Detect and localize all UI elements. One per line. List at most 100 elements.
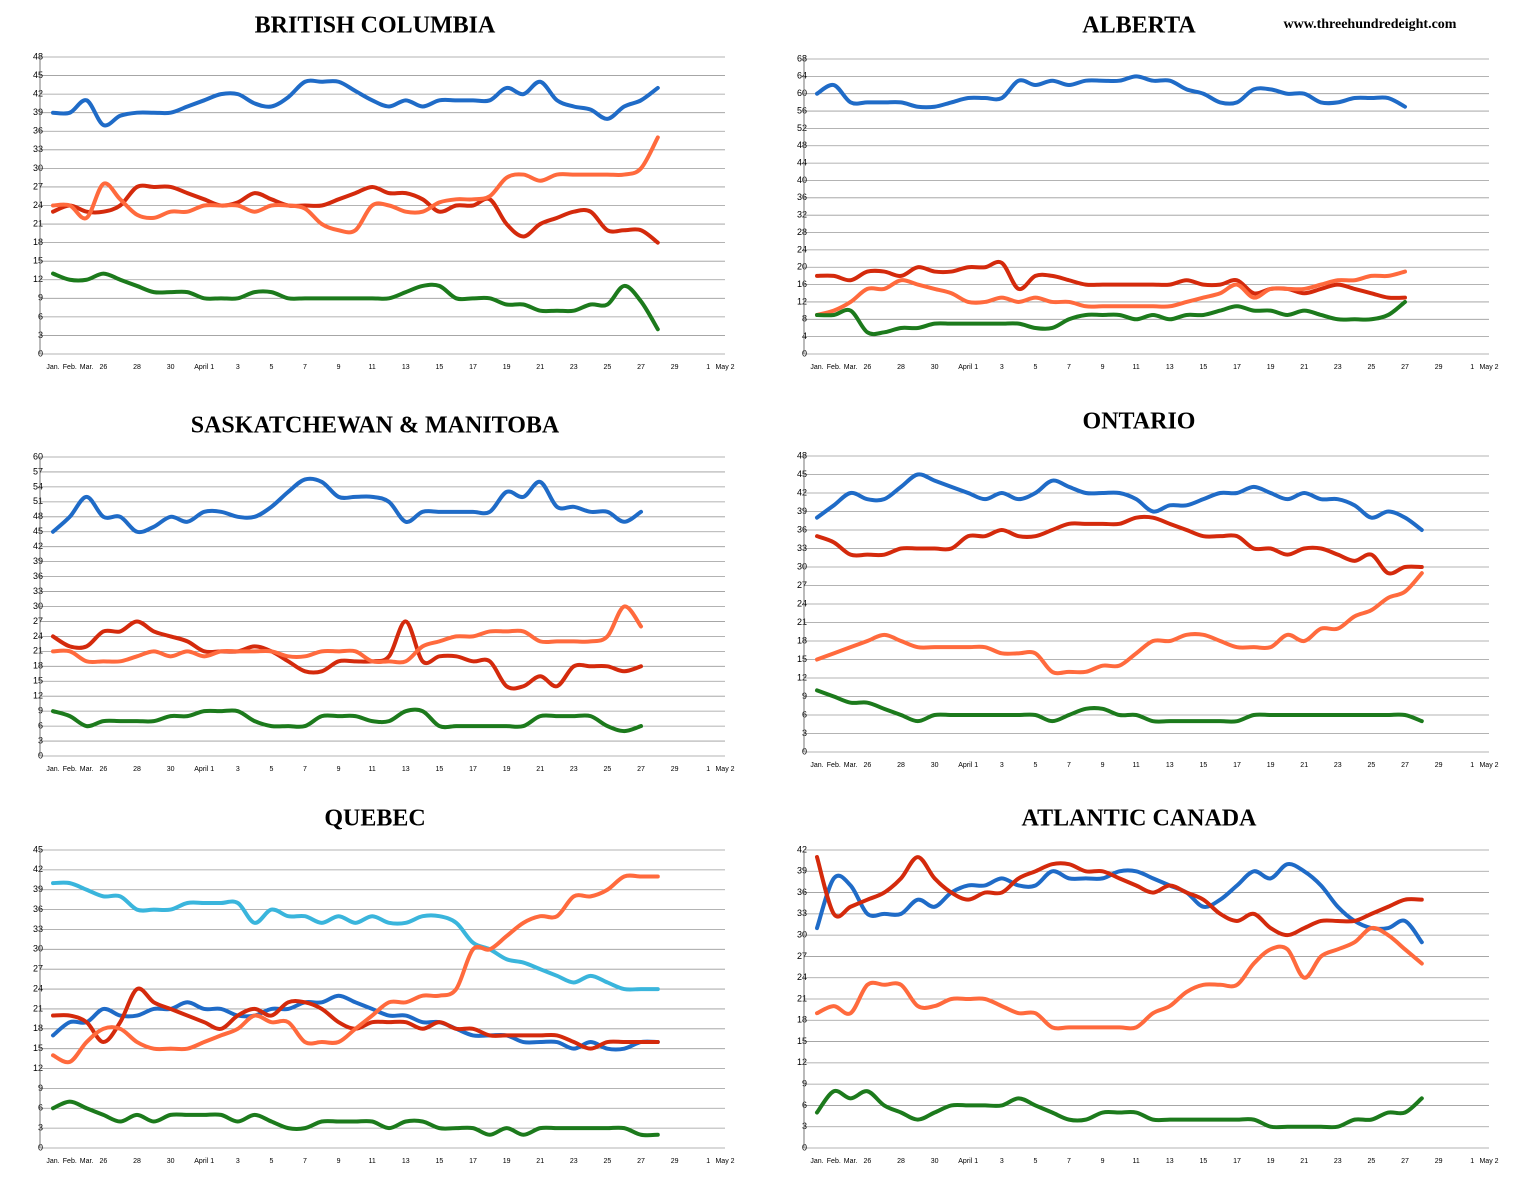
x-tick-label: 27 <box>637 766 645 773</box>
x-tick-label: 3 <box>236 1158 240 1165</box>
x-tick-label: Mar. <box>80 364 94 371</box>
x-tick-label: 5 <box>269 364 273 371</box>
x-tick-label: 17 <box>469 1158 477 1165</box>
x-tick-label: 28 <box>897 364 905 371</box>
y-tick-label: 45 <box>33 70 43 80</box>
x-tick-label: 17 <box>469 364 477 371</box>
x-tick-label: 5 <box>269 766 273 773</box>
x-tick-label: 15 <box>1200 364 1208 371</box>
series-line <box>815 299 1407 337</box>
x-tick-label: 25 <box>604 364 612 371</box>
x-tick-label: 29 <box>671 364 679 371</box>
x-tick-label: 9 <box>337 364 341 371</box>
y-tick-label: 24 <box>797 244 807 254</box>
series-line <box>51 271 660 332</box>
y-tick-label: 21 <box>797 993 807 1003</box>
series-line <box>51 1099 660 1138</box>
x-tick-label: 27 <box>637 364 645 371</box>
x-tick-label: 15 <box>436 364 444 371</box>
x-tick-label: 11 <box>369 766 376 773</box>
series-line <box>51 986 660 1051</box>
line-chart: QUEBEC0369121518212427303336394245Jan.Fe… <box>33 806 735 1165</box>
x-tick-label: Mar. <box>844 364 858 371</box>
series-line <box>815 74 1407 110</box>
y-tick-label: 33 <box>33 144 43 154</box>
y-tick-label: 30 <box>797 930 807 940</box>
series-line <box>815 514 1424 576</box>
x-tick-label: 13 <box>402 1158 410 1165</box>
y-tick-label: 45 <box>33 844 43 854</box>
x-tick-label: 28 <box>897 762 905 769</box>
x-tick-label: 25 <box>604 1158 612 1165</box>
y-tick-label: 42 <box>797 844 807 854</box>
y-tick-label: 42 <box>33 864 43 874</box>
series-line <box>815 925 1424 1031</box>
y-tick-label: 15 <box>797 654 807 664</box>
y-tick-label: 21 <box>33 1003 43 1013</box>
line-chart: BRITISH COLUMBIA036912151821242730333639… <box>33 13 735 371</box>
x-tick-label: 3 <box>1000 762 1004 769</box>
y-tick-label: 48 <box>33 51 43 61</box>
y-tick-label: 51 <box>33 496 43 506</box>
y-tick-label: 27 <box>797 580 807 590</box>
x-tick-label: 27 <box>1401 1158 1409 1165</box>
x-tick-label: 29 <box>671 1158 679 1165</box>
y-tick-label: 45 <box>33 526 43 536</box>
x-tick-label: 27 <box>1401 762 1409 769</box>
y-tick-label: 39 <box>797 506 807 516</box>
series-line <box>51 476 643 535</box>
x-tick-label: Jan. <box>810 1158 823 1165</box>
x-tick-label: 29 <box>671 766 679 773</box>
x-tick-label: 7 <box>303 364 307 371</box>
x-tick-label: Feb. <box>63 364 77 371</box>
x-tick-label: Jan. <box>46 364 59 371</box>
y-tick-label: 45 <box>797 469 807 479</box>
x-tick-label: 19 <box>1267 762 1275 769</box>
series-line <box>815 855 1424 938</box>
series-line <box>51 619 643 691</box>
x-tick-label: Feb. <box>827 762 841 769</box>
y-tick-label: 18 <box>797 635 807 645</box>
x-tick-label: 26 <box>864 364 872 371</box>
x-tick-label: 17 <box>1233 1158 1241 1165</box>
y-tick-label: 57 <box>33 466 43 476</box>
y-tick-label: 30 <box>33 944 43 954</box>
x-tick-label: 28 <box>133 1158 141 1165</box>
x-tick-label: Mar. <box>80 766 94 773</box>
y-tick-label: 15 <box>33 1043 43 1053</box>
y-tick-label: 48 <box>797 450 807 460</box>
x-tick-label: 28 <box>133 364 141 371</box>
line-chart: ALBERTA048121620242832364044485256606468… <box>797 13 1499 371</box>
y-tick-label: 33 <box>33 924 43 934</box>
y-tick-label: 21 <box>33 646 43 656</box>
x-tick-label: Feb. <box>827 1158 841 1165</box>
y-tick-label: 24 <box>33 200 43 210</box>
x-tick-label: 11 <box>1133 1158 1140 1165</box>
y-tick-label: 36 <box>797 887 807 897</box>
y-tick-label: 30 <box>33 163 43 173</box>
series-line <box>51 707 643 734</box>
y-tick-label: 12 <box>797 672 807 682</box>
x-tick-label: May 2 <box>715 1158 734 1165</box>
y-tick-label: 40 <box>797 175 807 185</box>
chart-title: BRITISH COLUMBIA <box>255 13 496 39</box>
line-chart: SASKATCHEWAN & MANITOBA03691215182124273… <box>33 413 735 773</box>
x-tick-label: 21 <box>536 364 544 371</box>
site-watermark: www.threehundredeight.com <box>1284 17 1457 32</box>
y-tick-label: 24 <box>33 983 43 993</box>
series-line <box>51 993 660 1052</box>
y-tick-label: 18 <box>33 237 43 247</box>
x-tick-label: 1 <box>706 1158 710 1165</box>
x-tick-label: 3 <box>1000 1158 1004 1165</box>
x-tick-label: May 2 <box>1479 1158 1498 1165</box>
x-tick-label: 30 <box>167 766 175 773</box>
x-tick-label: 9 <box>1101 364 1105 371</box>
x-tick-label: 17 <box>1233 364 1241 371</box>
y-tick-label: 15 <box>797 1036 807 1046</box>
x-tick-label: 5 <box>1033 364 1037 371</box>
x-tick-label: 29 <box>1435 364 1443 371</box>
x-tick-label: April 1 <box>194 1158 214 1165</box>
y-tick-label: 12 <box>33 691 43 701</box>
x-tick-label: 26 <box>100 1158 108 1165</box>
